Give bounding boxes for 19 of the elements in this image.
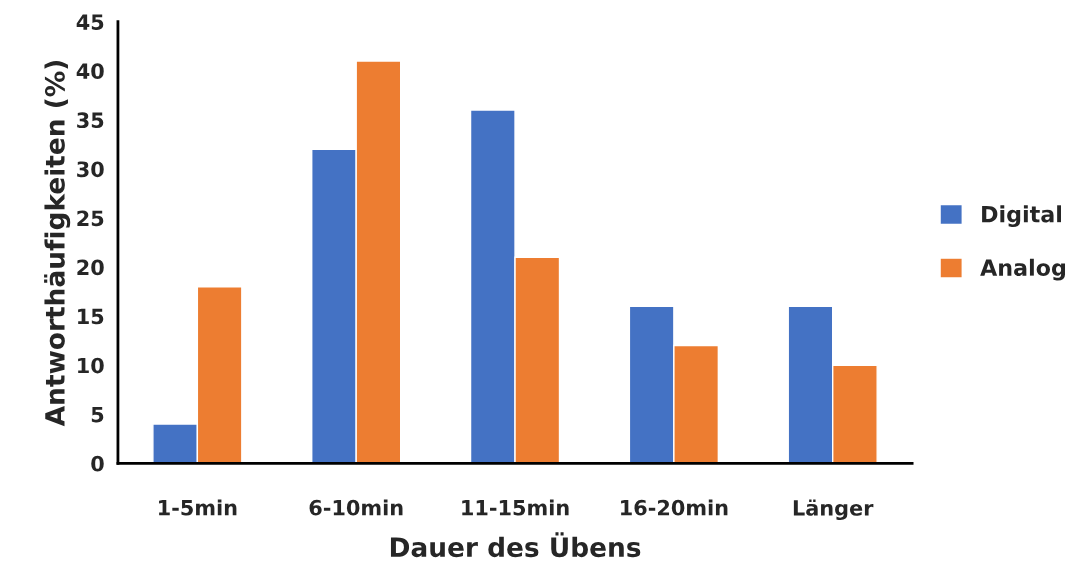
legend-label: Digital <box>982 205 1062 227</box>
x-tick-label: 16-20min <box>621 499 728 516</box>
y-tick-label: 0 <box>91 455 104 472</box>
y-tick-label: 40 <box>76 63 104 80</box>
x-tick-label: 11-15min <box>462 499 569 516</box>
y-tick-label: 30 <box>77 161 104 178</box>
y-tick-label: 5 <box>91 406 104 423</box>
y-tick-label: 10 <box>78 357 104 374</box>
x-tick-label: Länger <box>793 499 874 521</box>
y-tick-label: 20 <box>77 259 104 276</box>
x-tick-label: 1-5min <box>159 499 237 516</box>
y-tick-label: 45 <box>76 14 104 30</box>
legend-label: Analog <box>980 258 1066 281</box>
y-tick-label: 25 <box>77 210 104 227</box>
y-tick-label: 15 <box>78 308 104 325</box>
x-axis-title: Dauer des Übens <box>390 532 641 558</box>
x-tick-label: 6-10min <box>309 499 403 516</box>
y-tick-label: 35 <box>77 112 104 129</box>
y-axis-title: Antworthäufigkeiten (%) <box>44 60 71 427</box>
